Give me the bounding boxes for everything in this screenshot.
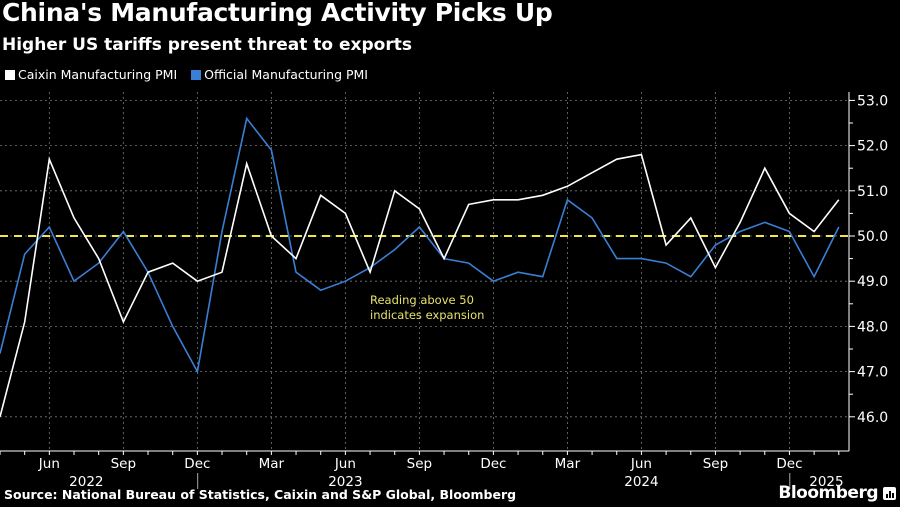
series-line-official: [0, 116, 840, 374]
legend-item-official: Official Manufacturing PMI: [191, 67, 368, 82]
y-tick-label: 47.0: [857, 365, 888, 381]
x-tick-label: Sep: [111, 456, 136, 472]
chart-title: China's Manufacturing Activity Picks Up: [2, 0, 553, 27]
y-tick-label: 51.0: [857, 184, 888, 200]
x-year-label: 2022: [69, 474, 103, 490]
bloomberg-logo: Bloomberg: [778, 483, 896, 503]
x-tick-label: Sep: [703, 456, 728, 472]
y-tick-label: 46.0: [857, 410, 888, 426]
x-axis: Jun Sep Dec Mar Jun Sep Dec Mar Jun Sep Dec 2022 202…: [0, 450, 849, 490]
x-tick-label: Mar: [555, 456, 581, 472]
annotation-text: Reading above 50 indicates expansion: [370, 293, 485, 322]
y-tick-label: 49.0: [857, 274, 888, 290]
y-tick-label: 50.0: [857, 229, 888, 245]
x-year-label: 2024: [624, 474, 658, 490]
legend-label-official: Official Manufacturing PMI: [204, 67, 368, 82]
x-year-label: 2025: [809, 474, 843, 490]
y-tick-label: 48.0: [857, 319, 888, 335]
legend: Caixin Manufacturing PMI Official Manufa…: [5, 67, 368, 82]
gridlines: [0, 92, 849, 451]
x-tick-label: Dec: [776, 456, 802, 472]
x-tick-label: Jun: [38, 456, 60, 472]
x-tick-label: Jun: [334, 456, 356, 472]
y-axis: 53.0 52.0 51.0 50.0 49.0 48.0 47.0 46.0: [848, 92, 888, 451]
brand-text: Bloomberg: [778, 483, 878, 503]
x-tick-label: Sep: [407, 456, 432, 472]
y-tick-label: 53.0: [857, 93, 888, 109]
x-tick-label: Jun: [630, 456, 652, 472]
x-tick-label: Dec: [184, 456, 210, 472]
x-tick-label: Mar: [259, 456, 285, 472]
legend-swatch-official: [191, 69, 202, 80]
source-note: Source: National Bureau of Statistics, C…: [4, 487, 517, 502]
y-tick-label: 52.0: [857, 139, 888, 155]
x-year-label: 2023: [328, 474, 362, 490]
series-lines: [0, 116, 840, 418]
x-tick-label: Dec: [480, 456, 506, 472]
legend-swatch-caixin: [5, 69, 15, 80]
series-line-caixin: [0, 153, 840, 418]
legend-item-caixin: Caixin Manufacturing PMI: [5, 67, 177, 82]
chart-subtitle: Higher US tariffs present threat to expo…: [2, 35, 412, 55]
legend-label-caixin: Caixin Manufacturing PMI: [18, 67, 178, 82]
bloomberg-chart-icon: [883, 486, 896, 500]
